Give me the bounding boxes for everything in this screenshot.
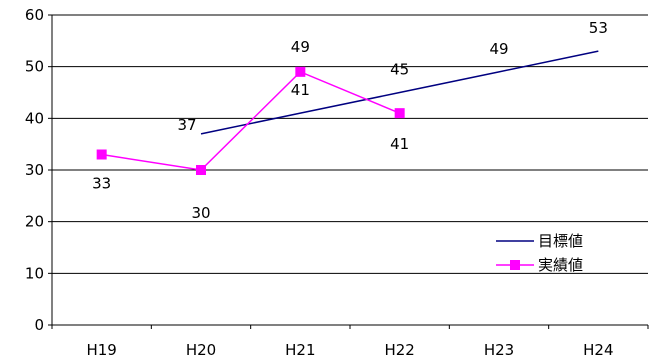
legend-label: 目標値 xyxy=(538,232,583,250)
data-point-actual xyxy=(295,66,306,77)
series-line-target xyxy=(200,50,599,135)
data-label: 37 xyxy=(177,116,196,134)
y-tick-label: 20 xyxy=(25,213,44,231)
x-tick-label: H24 xyxy=(583,341,613,359)
data-label: 41 xyxy=(291,81,310,99)
x-tick-label: H23 xyxy=(484,341,514,359)
data-label: 49 xyxy=(291,38,310,56)
data-label: 30 xyxy=(191,204,210,222)
x-tick-label: H22 xyxy=(384,341,414,359)
series-layer xyxy=(96,50,599,175)
y-tick-label: 60 xyxy=(25,6,44,24)
gridlines xyxy=(52,14,648,274)
data-label: 41 xyxy=(390,135,409,153)
y-tick-label: 0 xyxy=(34,316,44,334)
y-tick-label: 10 xyxy=(25,264,44,282)
y-tick-label: 30 xyxy=(25,161,44,179)
data-label: 33 xyxy=(92,175,111,193)
series-line-actual xyxy=(101,70,400,171)
legend-label: 実績値 xyxy=(538,256,583,274)
data-label: 53 xyxy=(589,19,608,37)
y-tick-label: 50 xyxy=(25,58,44,76)
y-tick-label: 40 xyxy=(25,109,44,127)
x-tick-label: H19 xyxy=(86,341,116,359)
data-label: 45 xyxy=(390,61,409,79)
data-point-actual xyxy=(196,165,206,175)
data-label: 49 xyxy=(489,40,508,58)
x-tick-label: H21 xyxy=(285,341,315,359)
x-tick-label: H20 xyxy=(186,341,216,359)
axes: 0 10 20 30 40 50 60 H19 H20 H21 H22 H23 H24 xyxy=(25,6,649,359)
data-point-actual xyxy=(96,149,107,160)
data-labels: 37 41 45 49 53 33 30 49 41 xyxy=(92,19,608,222)
data-point-actual xyxy=(394,108,405,119)
legend-marker-actual xyxy=(510,260,520,270)
